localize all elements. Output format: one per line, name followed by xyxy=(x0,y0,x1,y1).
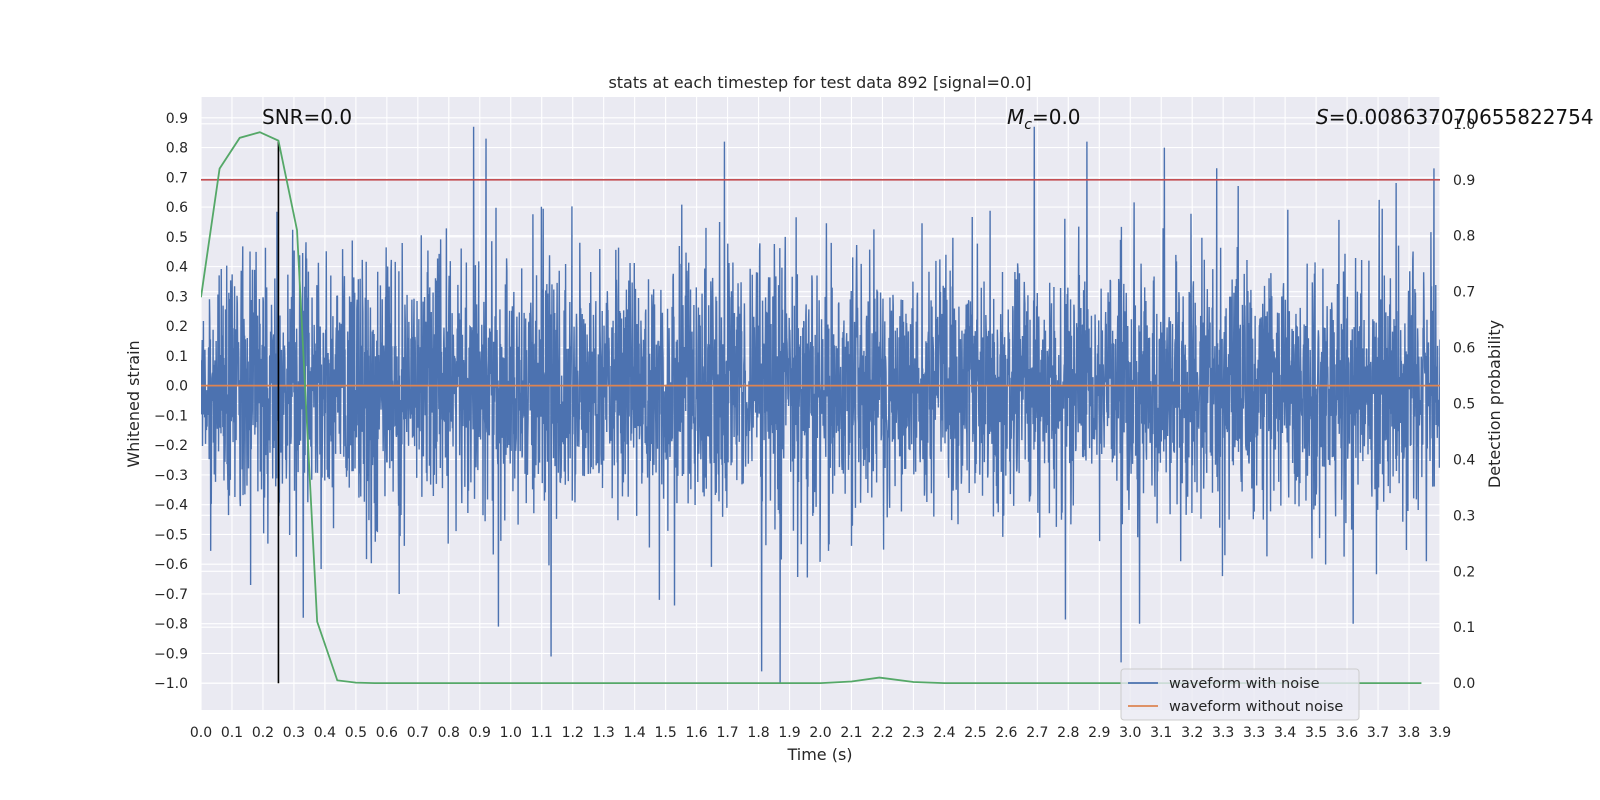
x-tick-label-30: 3.0 xyxy=(1119,725,1141,741)
y-tick-label-2: 0.7 xyxy=(166,170,188,186)
series-detection-probability xyxy=(201,131,1422,685)
x-tick-label-9: 0.9 xyxy=(469,725,491,741)
x-tick-label-3: 0.3 xyxy=(283,725,305,741)
right-y-axis-label: Detection probability xyxy=(1485,320,1504,488)
x-tick-label-38: 3.7 xyxy=(1367,725,1389,741)
x-tick-label-11: 1.1 xyxy=(531,725,553,741)
x-tick-label-26: 2.6 xyxy=(995,725,1017,741)
right-y-tick-label-0: 1.0 xyxy=(1453,117,1475,133)
y-tick-label-14: −0.5 xyxy=(154,527,188,543)
x-tick-label-40: 3.9 xyxy=(1429,725,1451,741)
y-tick-labels: 0.9 0.8 0.7 0.6 0.5 0.4 0.3 0.2 0.1 0.0 −0.1 −0.2 −0… xyxy=(154,111,188,692)
y-tick-label-7: 0.2 xyxy=(166,319,188,335)
x-tick-label-8: 0.8 xyxy=(438,725,460,741)
s-symbol: S xyxy=(1316,105,1329,129)
y-axis-label: Whitened strain xyxy=(124,340,143,467)
chirp-mass-annotation: Mc=0.0 xyxy=(1007,105,1081,133)
y-tick-label-6: 0.3 xyxy=(166,289,188,305)
legend-label-waveform-with-noise: waveform with noise xyxy=(1169,676,1320,692)
x-tick-label-35: 3.4 xyxy=(1274,725,1296,741)
x-tick-label-19: 1.9 xyxy=(778,725,800,741)
y-tick-label-19: −1.0 xyxy=(154,676,188,692)
legend: waveform with noise waveform without noi… xyxy=(1120,668,1360,721)
chart-title: stats at each timestep for test data 892… xyxy=(608,73,1031,92)
y-tick-label-1: 0.8 xyxy=(166,141,188,157)
y-tick-label-13: −0.4 xyxy=(154,498,188,514)
x-tick-label-18: 1.8 xyxy=(747,725,769,741)
x-tick-label-13: 1.3 xyxy=(593,725,615,741)
x-tick-label-23: 2.3 xyxy=(902,725,924,741)
x-axis-label: Time (s) xyxy=(786,745,852,764)
x-tick-label-14: 1.4 xyxy=(624,725,646,741)
x-tick-label-5: 0.5 xyxy=(345,725,367,741)
x-tick-label-12: 1.2 xyxy=(562,725,584,741)
y-tick-label-0: 0.9 xyxy=(166,111,188,127)
legend-label-waveform-without-noise: waveform without noise xyxy=(1169,699,1343,715)
y-tick-label-12: −0.3 xyxy=(154,468,188,484)
chirp-mass-subscript: c xyxy=(1024,117,1032,133)
x-tick-label-17: 1.7 xyxy=(716,725,738,741)
s-annotation: S=0.008637070655822754 xyxy=(1316,105,1594,129)
chirp-mass-value: =0.0 xyxy=(1032,105,1081,129)
x-tick-label-25: 2.5 xyxy=(964,725,986,741)
x-tick-label-6: 0.6 xyxy=(376,725,398,741)
x-tick-label-1: 0.1 xyxy=(221,725,243,741)
right-y-tick-label-7: 0.3 xyxy=(1453,508,1475,524)
y-tick-label-8: 0.1 xyxy=(166,349,188,365)
y-tick-label-9: 0.0 xyxy=(166,379,188,395)
right-y-tick-label-3: 0.7 xyxy=(1453,285,1475,301)
x-tick-label-7: 0.7 xyxy=(407,725,429,741)
y-tick-label-18: −0.9 xyxy=(154,646,188,662)
y-tick-label-15: −0.6 xyxy=(154,557,188,573)
x-tick-label-34: 3.3 xyxy=(1243,725,1265,741)
x-tick-label-0: 0.0 xyxy=(190,725,212,741)
right-y-tick-label-10: 0.0 xyxy=(1453,676,1475,692)
x-tick-label-37: 3.6 xyxy=(1336,725,1358,741)
x-tick-label-28: 2.8 xyxy=(1057,725,1079,741)
right-y-tick-label-5: 0.5 xyxy=(1453,397,1475,413)
y-tick-label-17: −0.8 xyxy=(154,617,188,633)
x-tick-label-22: 2.2 xyxy=(871,725,893,741)
right-y-tick-label-9: 0.1 xyxy=(1453,620,1475,636)
x-tick-label-15: 1.5 xyxy=(654,725,676,741)
y-tick-label-11: −0.2 xyxy=(154,438,188,454)
x-tick-labels: 0.0 0.1 0.2 0.3 0.4 0.5 0.6 0.7 0.8 0.9 1.0 1.1 1.2 1… xyxy=(190,725,1451,741)
right-y-tick-labels: 1.0 0.9 0.8 0.7 0.6 0.5 0.4 0.3 0.2 0.1 0.0 xyxy=(1453,117,1475,692)
right-y-tick-label-1: 0.9 xyxy=(1453,173,1475,189)
x-tick-label-36: 3.5 xyxy=(1305,725,1327,741)
x-tick-label-39: 3.8 xyxy=(1398,725,1420,741)
x-tick-label-24: 2.4 xyxy=(933,725,955,741)
x-tick-label-29: 2.9 xyxy=(1088,725,1110,741)
x-tick-label-33: 3.3 xyxy=(1212,725,1234,741)
right-y-tick-label-6: 0.4 xyxy=(1453,452,1475,468)
right-y-tick-label-8: 0.2 xyxy=(1453,564,1475,580)
y-tick-label-4: 0.5 xyxy=(166,230,188,246)
legend-box xyxy=(1120,668,1360,721)
x-tick-label-4: 0.4 xyxy=(314,725,336,741)
x-tick-label-27: 2.7 xyxy=(1026,725,1048,741)
chirp-mass-symbol: M xyxy=(1007,105,1024,129)
x-tick-label-31: 3.1 xyxy=(1150,725,1172,741)
x-tick-label-2: 0.2 xyxy=(252,725,274,741)
y-tick-label-10: −0.1 xyxy=(154,408,188,424)
series-waveform-with-noise xyxy=(201,126,1440,684)
x-tick-label-32: 3.2 xyxy=(1181,725,1203,741)
s-value: =0.008637070655822754 xyxy=(1329,105,1594,129)
right-y-tick-label-2: 0.8 xyxy=(1453,229,1475,245)
y-tick-label-16: −0.7 xyxy=(154,587,188,603)
x-tick-label-16: 1.6 xyxy=(685,725,707,741)
snr-annotation: SNR=0.0 xyxy=(262,105,352,129)
x-tick-label-21: 2.1 xyxy=(840,725,862,741)
y-tick-label-5: 0.4 xyxy=(166,260,188,276)
x-tick-label-10: 1.0 xyxy=(500,725,522,741)
y-tick-label-3: 0.6 xyxy=(166,200,188,216)
x-tick-label-20: 2.0 xyxy=(809,725,831,741)
right-y-tick-label-4: 0.6 xyxy=(1453,341,1475,357)
